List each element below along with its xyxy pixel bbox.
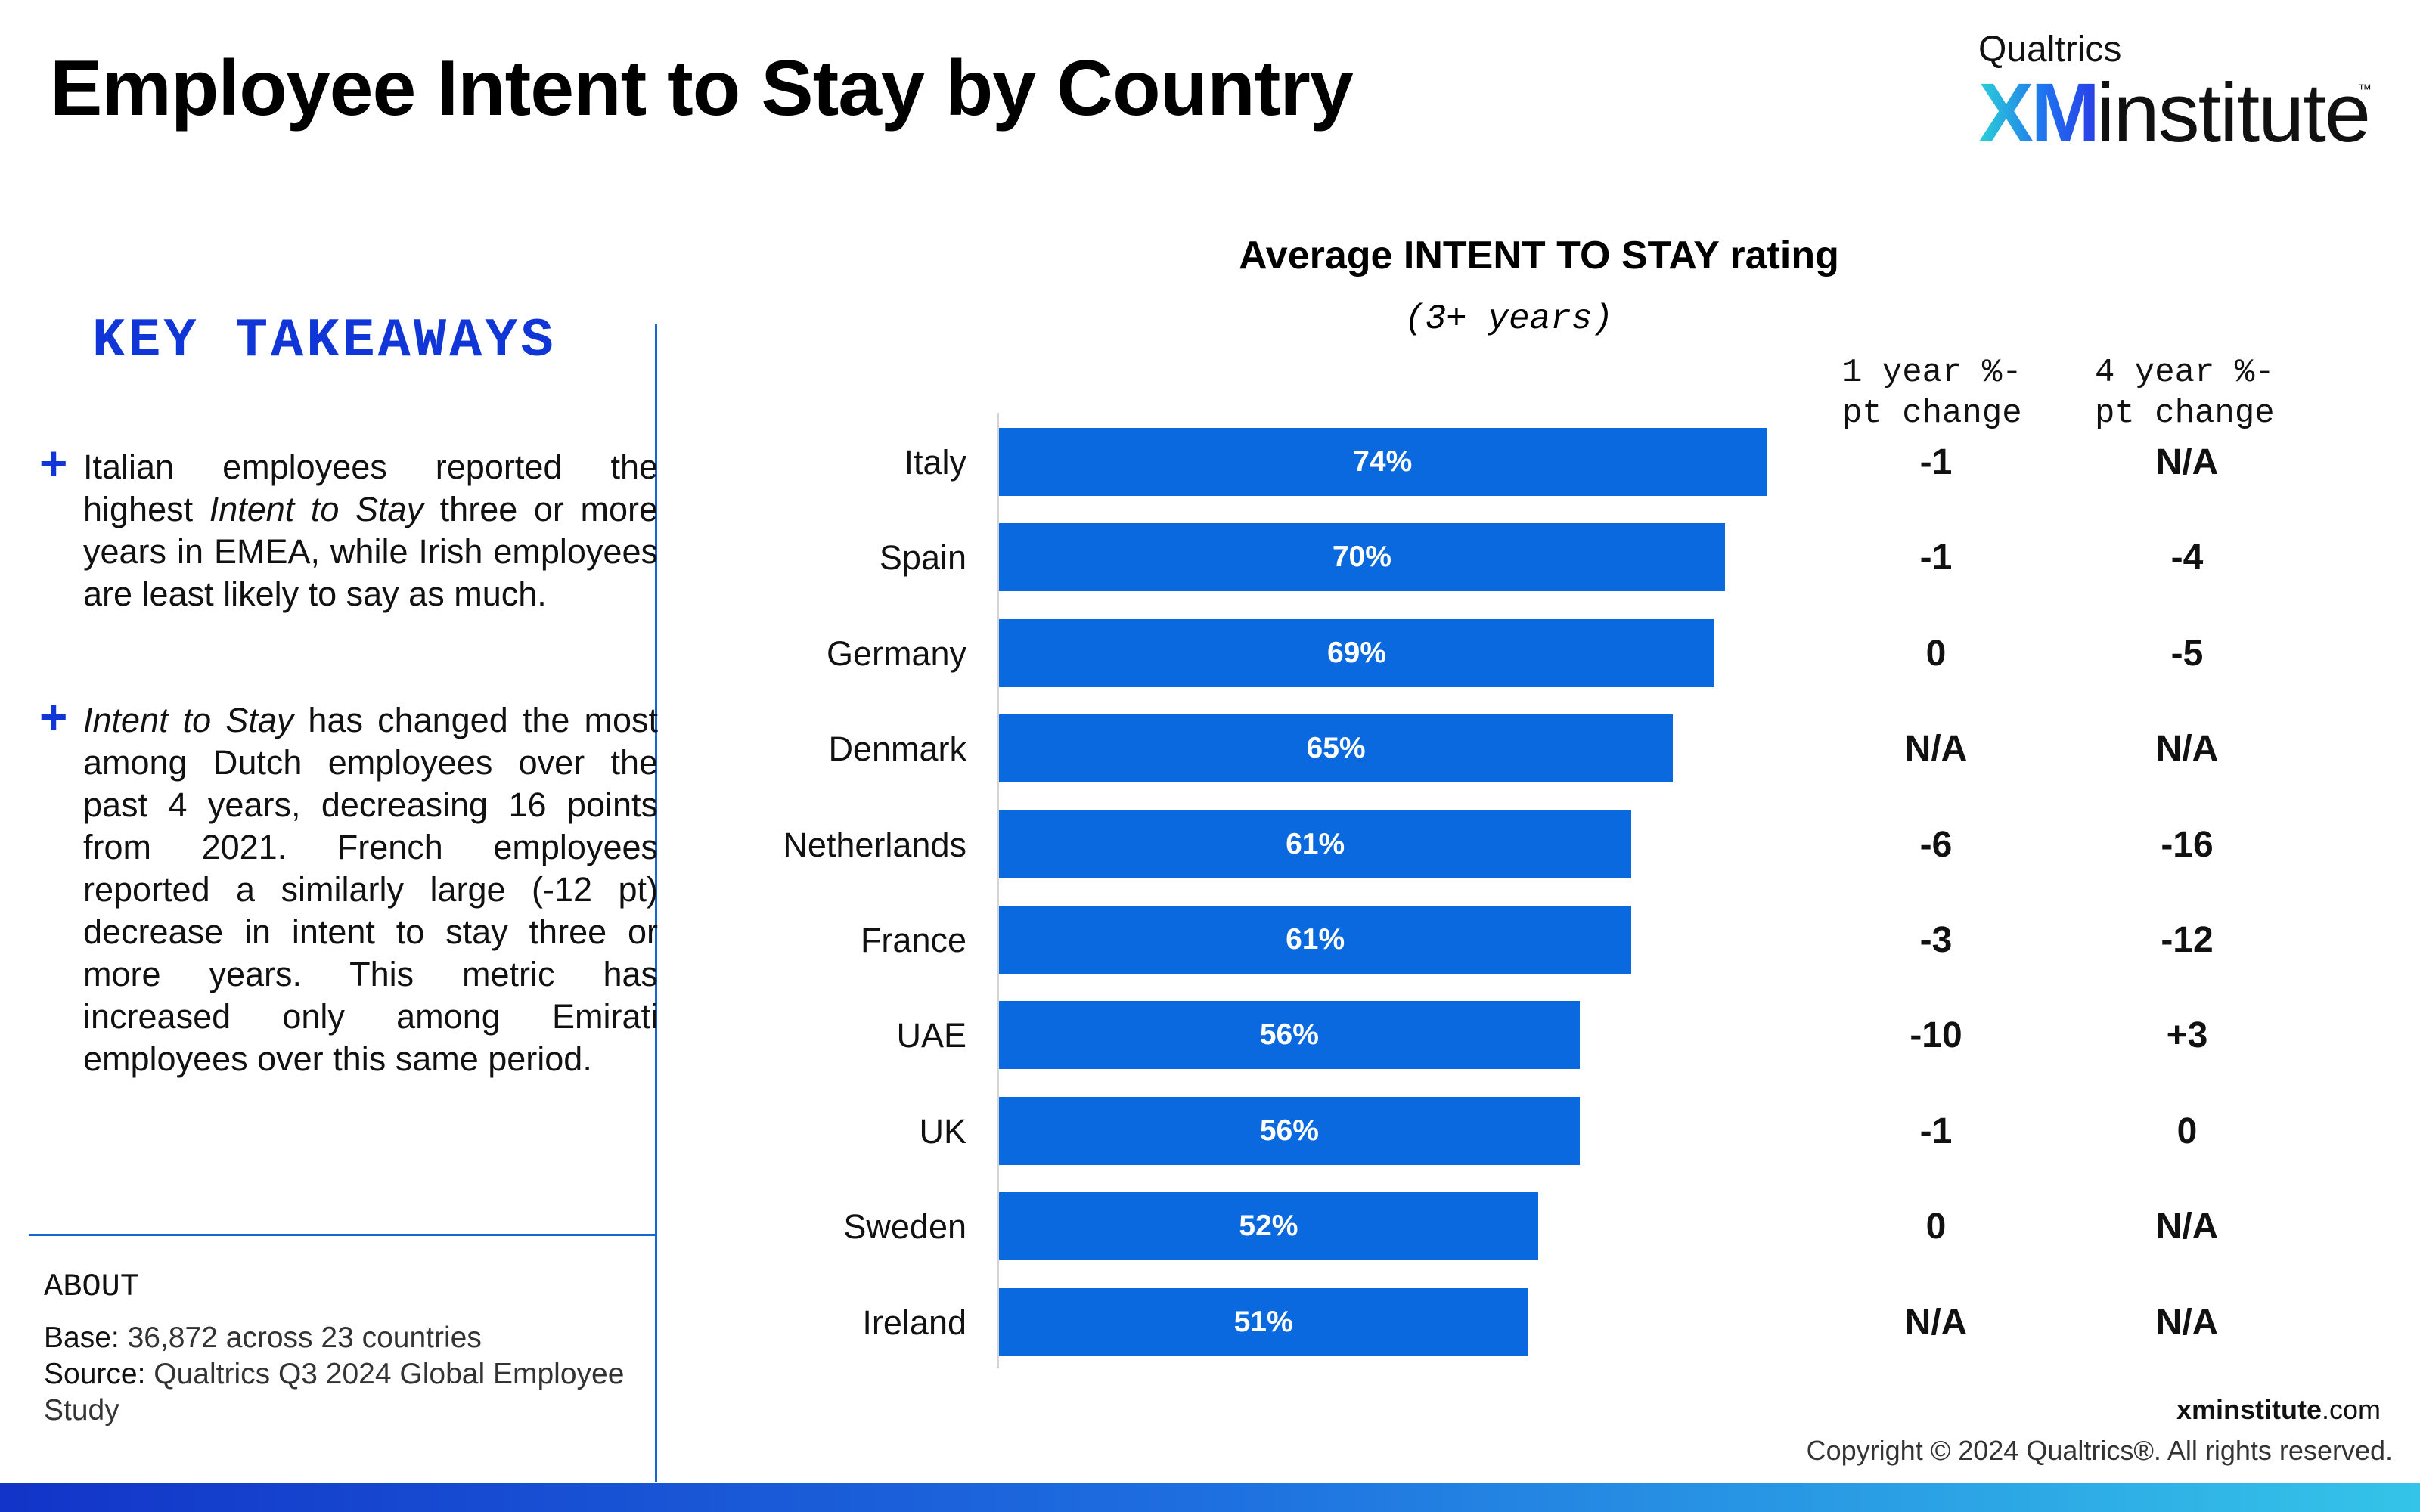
bar-value-label: 56% (1259, 1114, 1319, 1147)
copyright-text: Copyright © 2024 Qualtrics®. All rights … (1806, 1435, 2393, 1466)
category-label: Netherlands (783, 825, 966, 864)
bar-value-label: 56% (1259, 1018, 1319, 1052)
one-year-change: -10 (1910, 1015, 1962, 1056)
bar (999, 618, 1714, 687)
bar (999, 1096, 1580, 1165)
four-year-change: 0 (2176, 1111, 2198, 1151)
bar-value-label: 61% (1286, 827, 1345, 860)
logo-xm-text: XM (1978, 67, 2100, 160)
about-base: Base: 36,872 across 23 countries (44, 1321, 482, 1354)
one-year-change: -3 (1919, 920, 1953, 960)
panel-divider-horizontal (29, 1234, 656, 1236)
category-label: Denmark (828, 730, 966, 769)
bar-value-label: 65% (1306, 732, 1366, 765)
plus-icon: + (39, 689, 68, 744)
bar (999, 810, 1632, 878)
about-heading: ABOUT (44, 1269, 140, 1305)
chart-axis-line (997, 413, 999, 1368)
xm-institute-logo: Qualtrics XM institute ™ (1978, 29, 2372, 160)
column-head-4-year: 4 year %-pt change (2095, 354, 2275, 432)
chart-title: Average INTENT TO STAY rating (1239, 234, 1839, 277)
bar (999, 906, 1632, 974)
category-label: Spain (879, 538, 966, 578)
logo-tm-text: ™ (2358, 82, 2372, 97)
one-year-change: N/A (1904, 1302, 1968, 1343)
category-label: UAE (896, 1016, 966, 1055)
category-label: Italy (904, 443, 966, 482)
page-title: Employee Intent to Stay by Country (50, 45, 1354, 132)
site-url[interactable]: xminstitute.com (2176, 1394, 2381, 1425)
plus-icon: + (39, 436, 68, 491)
one-year-change: -1 (1919, 538, 1953, 578)
bar-value-label: 74% (1353, 445, 1413, 478)
bar-value-label: 70% (1332, 541, 1392, 574)
bottom-gradient-band (0, 1483, 2420, 1512)
four-year-change: N/A (2155, 1302, 2219, 1343)
bar (999, 1001, 1580, 1070)
category-label: UK (919, 1111, 966, 1151)
logo-institute-text: institute (2096, 67, 2371, 160)
four-year-change: -5 (2170, 633, 2204, 674)
four-year-change: +3 (2166, 1015, 2208, 1056)
category-label: Ireland (862, 1303, 966, 1342)
category-label: France (860, 921, 966, 959)
bar (999, 1287, 1528, 1356)
bar (999, 428, 1767, 496)
key-takeaways-heading: KEY TAKEAWAYS (92, 310, 557, 372)
four-year-change: N/A (2155, 729, 2219, 770)
one-year-change: -1 (1919, 1111, 1953, 1151)
four-year-change: -12 (2161, 920, 2214, 960)
about-source: Source: Qualtrics Q3 2024 Global Employe… (44, 1358, 625, 1427)
bar-value-label: 52% (1239, 1210, 1298, 1243)
one-year-change: -1 (1919, 442, 1953, 482)
bar (999, 1192, 1538, 1261)
takeaway-2-text: Intent to Stay has changed the most amon… (83, 701, 658, 1078)
one-year-change: N/A (1904, 729, 1968, 770)
one-year-change: -6 (1919, 824, 1953, 865)
column-head-1-year: 1 year %-pt change (1842, 354, 2022, 432)
category-label: Sweden (843, 1207, 966, 1247)
category-label: Germany (826, 634, 966, 673)
takeaway-1-text: Italian employees reported the highest I… (83, 448, 658, 613)
bar-value-label: 51% (1233, 1305, 1293, 1338)
chart-subtitle: (3+ years) (1404, 299, 1614, 339)
one-year-change: 0 (1925, 633, 1947, 674)
bar (999, 714, 1674, 783)
bar-value-label: 61% (1286, 923, 1345, 956)
four-year-change: N/A (2155, 1207, 2219, 1247)
bar (999, 523, 1725, 592)
four-year-change: -16 (2161, 824, 2214, 865)
four-year-change: N/A (2155, 442, 2219, 482)
panel-divider-vertical (655, 324, 657, 1482)
four-year-change: -4 (2170, 538, 2204, 578)
logo-qualtrics-text: Qualtrics (1978, 29, 2122, 70)
one-year-change: 0 (1925, 1207, 1947, 1247)
bar-value-label: 69% (1326, 636, 1387, 669)
